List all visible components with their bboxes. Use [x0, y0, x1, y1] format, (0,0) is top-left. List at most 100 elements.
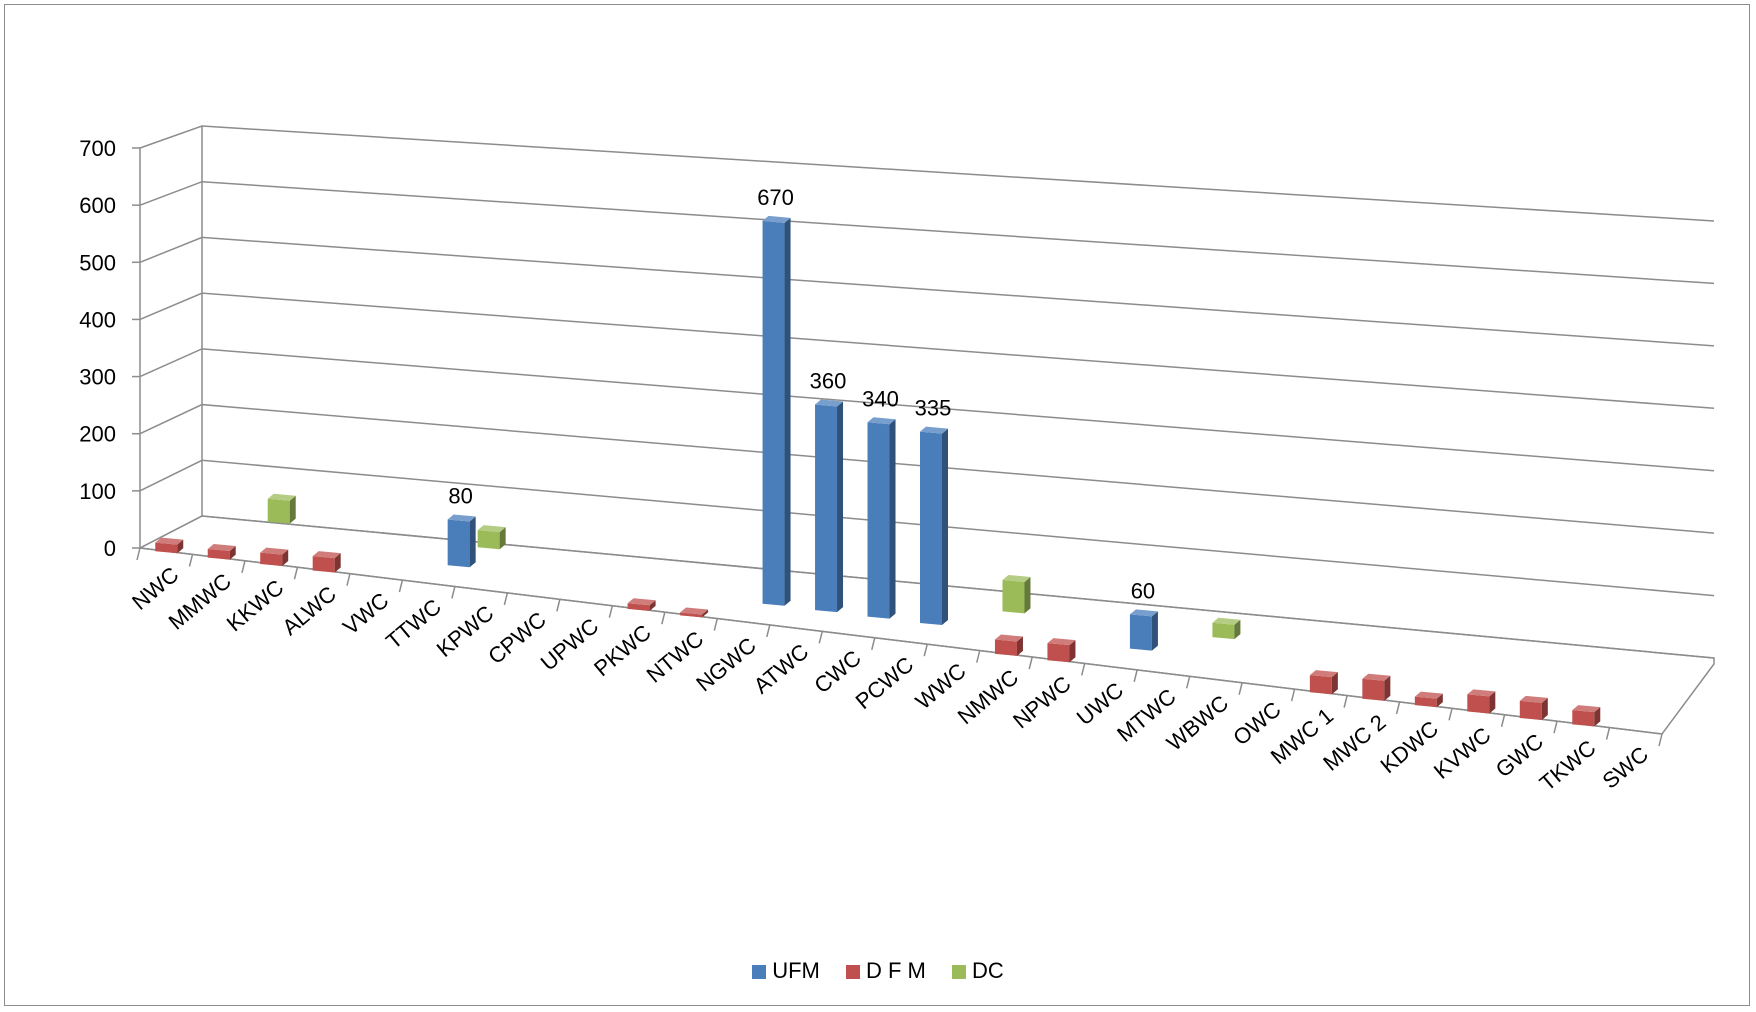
- bar-face: [815, 404, 838, 613]
- x-tick-label: SWC: [1598, 741, 1653, 793]
- bar-dfm: [1362, 673, 1391, 701]
- bar-face: [649, 600, 656, 611]
- bar-face: [207, 544, 236, 552]
- gridline: [139, 236, 1715, 347]
- bar-ufm: [867, 417, 896, 619]
- x-tick: [766, 624, 771, 638]
- x-tick: [241, 560, 246, 574]
- y-tick-label: 600: [79, 193, 116, 218]
- x-tick: [1500, 714, 1506, 727]
- x-tick: [556, 599, 561, 612]
- bar-face: [1519, 695, 1548, 703]
- x-tick: [1290, 688, 1296, 702]
- bar-face: [1362, 678, 1385, 701]
- x-tick: [1605, 727, 1611, 740]
- bar-dfm: [1309, 670, 1338, 695]
- legend-item-ufm: UFM: [752, 958, 820, 984]
- legend-label-dc: DC: [972, 958, 1004, 983]
- bar-face: [920, 431, 942, 625]
- bar-face: [1489, 691, 1496, 714]
- bar-ufm: [447, 514, 476, 568]
- bar-face: [1047, 638, 1076, 646]
- bar-face: [260, 547, 289, 555]
- y-tick-label: 200: [79, 422, 116, 447]
- bar-face: [1129, 609, 1158, 617]
- bar-face: [177, 539, 184, 554]
- bar-face: [994, 634, 1023, 642]
- bar-face: [942, 428, 948, 625]
- x-tick: [451, 586, 456, 599]
- legend-item-dfm: D F M: [845, 958, 926, 984]
- bar-face: [784, 217, 791, 606]
- x-tick: [1238, 682, 1243, 695]
- bar-face: [1234, 619, 1241, 640]
- bar-face: [155, 542, 178, 554]
- y-tick-label: 100: [79, 479, 116, 504]
- bar-face: [1016, 636, 1023, 656]
- bar-face: [469, 516, 476, 568]
- bar-face: [1069, 640, 1076, 663]
- bar-face: [499, 527, 506, 550]
- gridline: [139, 180, 1715, 285]
- bar-dfm: [994, 634, 1023, 656]
- y-tick-label: 400: [79, 307, 116, 332]
- bar-dfm: [155, 537, 184, 554]
- bar-face: [1384, 675, 1391, 701]
- bar-face: [627, 603, 650, 611]
- x-tick: [1343, 695, 1348, 708]
- bar-face: [229, 546, 236, 560]
- bar-face: [1309, 670, 1338, 678]
- bar-face: [1309, 675, 1332, 695]
- bar-dfm: [1467, 689, 1496, 714]
- bar-ufm: [815, 399, 844, 613]
- bar-face: [920, 426, 948, 434]
- x-tick: [1658, 733, 1663, 747]
- bar-face: [837, 401, 844, 613]
- bar-face: [1436, 693, 1443, 708]
- bar-face: [155, 537, 184, 545]
- bar-face: [867, 422, 890, 619]
- bar-face: [1467, 694, 1490, 714]
- data-label: 360: [810, 368, 847, 393]
- bar-dc: [477, 525, 506, 550]
- bar-face: [1541, 697, 1548, 720]
- bar-face: [282, 549, 289, 567]
- x-tick: [975, 650, 981, 663]
- data-label: 340: [862, 386, 899, 411]
- legend-swatch-ufm: [752, 965, 767, 979]
- bar-face: [1002, 574, 1031, 582]
- bar-dfm: [680, 607, 709, 618]
- data-label: 80: [448, 484, 472, 509]
- x-tick: [1185, 676, 1191, 689]
- y-tick-label: 300: [79, 365, 116, 390]
- bar-face: [994, 639, 1017, 656]
- bar-face: [1519, 700, 1542, 720]
- bar-dfm: [1414, 691, 1443, 708]
- x-tick: [1080, 663, 1086, 676]
- x-tick: [188, 554, 194, 567]
- x-tick: [1448, 708, 1453, 721]
- bar-face: [867, 417, 896, 425]
- bar-ufm: [762, 215, 791, 606]
- bar-face: [267, 498, 290, 524]
- bar-face: [1594, 707, 1601, 727]
- bar-ufm: [1129, 609, 1158, 651]
- bar-face: [477, 530, 500, 550]
- x-tick: [1028, 656, 1033, 670]
- bar-face: [702, 609, 709, 618]
- bar-dfm: [627, 598, 656, 611]
- x-tick: [398, 579, 404, 593]
- x-tick: [1133, 669, 1138, 683]
- bar-face: [334, 553, 341, 573]
- bar-face: [312, 551, 341, 559]
- bar-face: [312, 556, 335, 573]
- bar-face: [627, 598, 656, 606]
- legend-swatch-dc: [952, 965, 966, 979]
- bar-face: [762, 220, 785, 606]
- bar-dc: [1212, 617, 1241, 640]
- legend-swatch-dfm: [845, 965, 860, 979]
- data-label: 60: [1131, 578, 1155, 603]
- bar-face: [1151, 611, 1158, 651]
- x-tick: [136, 547, 141, 561]
